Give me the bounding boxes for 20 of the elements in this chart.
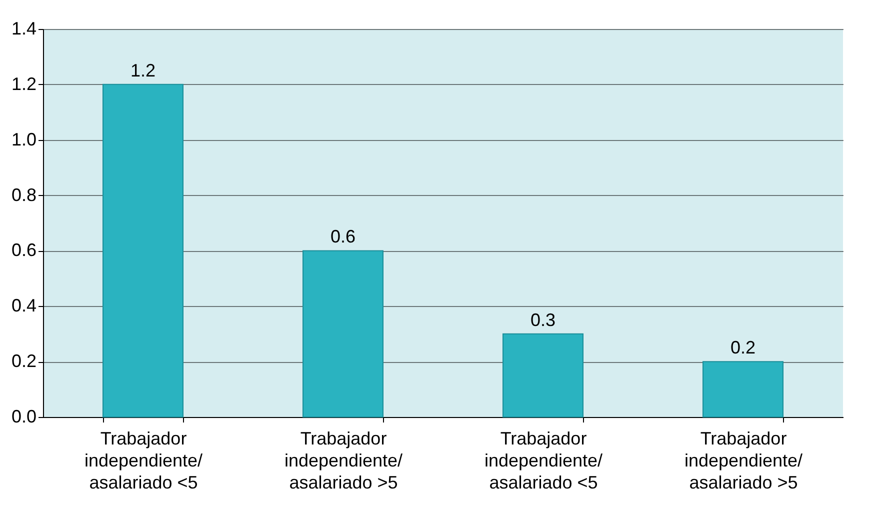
x-tick-label: Trabajador independiente/ asalariado >5 <box>684 428 803 492</box>
y-tick-label: 1.0 <box>11 129 36 150</box>
y-tick-label: 1.2 <box>11 74 36 94</box>
y-tick-label: 1.4 <box>11 18 36 38</box>
x-tick-label: Trabajador independiente/ asalariado <5 <box>484 428 603 492</box>
y-tick-label: 0.4 <box>11 296 36 316</box>
y-tick-label: 0.8 <box>11 184 36 205</box>
data-label: 0.2 <box>730 338 756 358</box>
y-tick-label: 0.0 <box>11 406 36 426</box>
data-label: 1.2 <box>130 60 156 80</box>
bar <box>302 250 384 418</box>
bar <box>702 361 784 418</box>
data-label: 0.6 <box>330 226 356 247</box>
bar <box>502 333 584 418</box>
data-label: 0.3 <box>530 310 556 330</box>
bar <box>102 84 184 418</box>
x-tick-label: Trabajador independiente/ asalariado <5 <box>84 428 203 492</box>
y-tick-label: 0.2 <box>11 351 36 372</box>
x-tick-label: Trabajador independiente/ asalariado >5 <box>284 428 403 492</box>
y-tick-label: 0.6 <box>11 240 36 260</box>
